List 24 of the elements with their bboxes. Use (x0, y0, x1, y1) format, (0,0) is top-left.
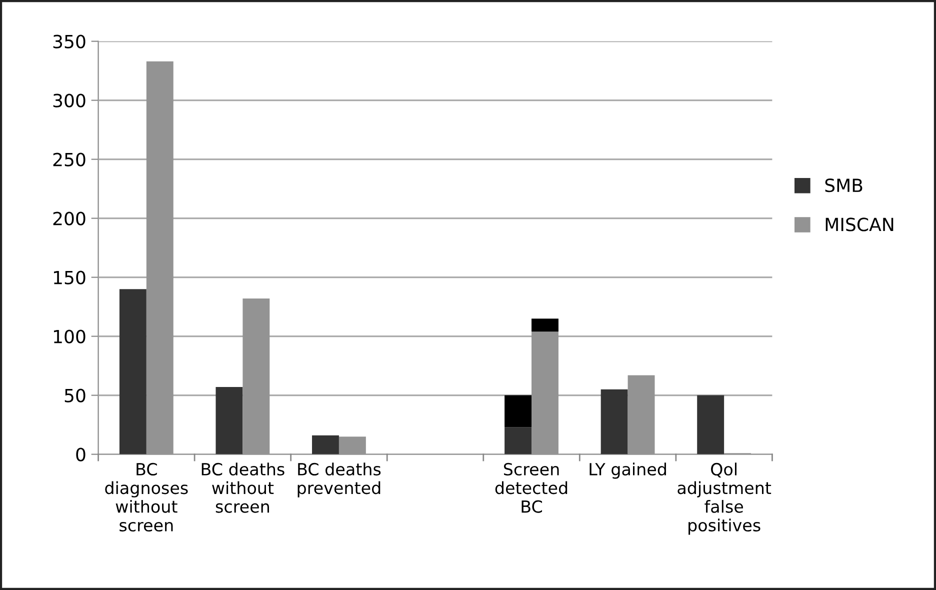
bar (504, 395, 532, 428)
bar (119, 289, 146, 454)
y-tick-label: 350 (53, 34, 86, 48)
bar (600, 389, 628, 454)
x-tick-label: BC deaths prevented (298, 462, 381, 498)
bar (697, 395, 724, 454)
y-tick-label: 300 (53, 94, 86, 108)
y-tick-label: 50 (64, 388, 86, 402)
y-tick-label: 250 (53, 152, 86, 166)
bar (216, 387, 243, 454)
legend-label: MISCAN (826, 218, 894, 232)
x-tick-label: BC deaths without screen (202, 462, 284, 513)
x-tick-label: LY gained (590, 462, 666, 479)
x-tick-label: Screen detected BC (495, 462, 568, 513)
y-tick-label: 150 (54, 270, 86, 284)
x-tick-label: BC diagnoses without screen (105, 462, 188, 532)
y-tick-label: 200 (53, 212, 86, 226)
y-tick-label: 0 (76, 448, 86, 462)
bar (532, 318, 558, 332)
bar (504, 427, 532, 454)
legend-label: SMB (825, 178, 862, 192)
bar (312, 435, 339, 454)
y-tick-label: 100 (54, 330, 86, 344)
x-tick-label: Qol adjustment false positives (678, 462, 772, 535)
